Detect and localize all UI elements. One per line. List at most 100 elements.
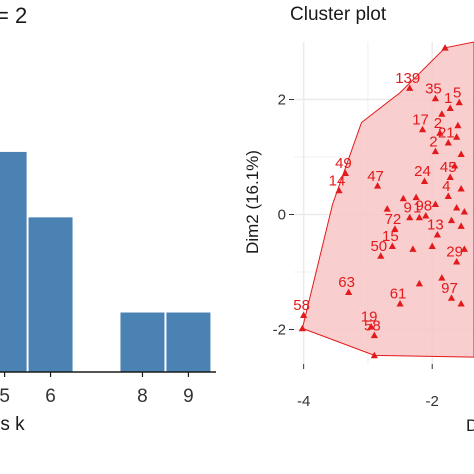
- bar-tick-label: 5: [0, 386, 10, 407]
- bar-6: [28, 217, 73, 372]
- cluster-point-marker: [415, 279, 423, 287]
- cluster-point-label: 9: [404, 199, 412, 216]
- cluster-point-marker: [298, 324, 306, 332]
- cluster-point-marker: [428, 242, 436, 250]
- cluster-point-marker: [396, 300, 404, 307]
- cluster-point-marker: [444, 139, 452, 146]
- cluster-point-marker: [345, 288, 353, 296]
- cluster-point-marker: [457, 150, 465, 158]
- cluster-y-ticks: 2 0 -2: [273, 92, 294, 339]
- cluster-point-marker: [377, 252, 385, 259]
- cluster-point-marker: [446, 173, 454, 181]
- bar-chart-panel: = 2 5 6 8 9 rs k: [0, 3, 216, 435]
- cluster-point-marker: [370, 331, 378, 339]
- cluster-plot-title: Cluster plot: [290, 4, 387, 25]
- cluster-point-label: 17: [412, 111, 429, 128]
- cluster-point-label: 4: [442, 178, 450, 195]
- cluster-point-label: 19: [361, 309, 378, 326]
- cluster-point-marker: [383, 205, 391, 212]
- cluster-point-marker: [460, 208, 468, 215]
- cluster-point-marker: [441, 44, 449, 51]
- bar-tick-label: 9: [183, 386, 194, 407]
- cluster-point-label: 139: [395, 70, 420, 87]
- cluster-point-marker: [436, 129, 444, 136]
- cluster-point-marker: [447, 216, 456, 224]
- cluster-point-label: 14: [329, 172, 346, 189]
- cluster-point-marker: [391, 225, 399, 232]
- cluster-point-label: 50: [370, 238, 387, 255]
- cluster-point-label: 45: [440, 159, 457, 176]
- cluster-point-label: 21: [438, 125, 455, 142]
- bar-x-ticks: 5 6 8 9: [0, 372, 194, 407]
- cluster-point-label: 72: [385, 211, 402, 228]
- x-tick-label: -4: [297, 393, 310, 410]
- x-tick-label: -2: [426, 393, 439, 410]
- cluster-point-label: 29: [446, 244, 463, 261]
- bar-tick-label: 6: [45, 386, 56, 407]
- cluster-point-marker: [438, 274, 446, 281]
- bar-9: [166, 312, 211, 372]
- cluster-point-marker: [422, 212, 430, 219]
- bar-x-axis-label: rs k: [0, 414, 25, 435]
- cluster-points: [298, 44, 468, 359]
- cluster-point-label: 61: [390, 286, 407, 303]
- cluster-point-marker: [412, 193, 420, 201]
- cluster-point-label: 58: [364, 317, 381, 334]
- cluster-point-marker: [438, 110, 446, 117]
- cluster-point-label: 13: [427, 217, 444, 234]
- cluster-point-marker: [454, 121, 462, 129]
- cluster-point-label: 97: [441, 280, 458, 297]
- bar-8: [120, 312, 165, 372]
- cluster-point-marker: [420, 177, 429, 185]
- cluster-x-axis-label: D: [466, 416, 474, 435]
- cluster-point-marker: [460, 245, 468, 252]
- cluster-point-marker: [367, 323, 375, 330]
- bar-tick-label: 8: [137, 386, 148, 407]
- cluster-point-marker: [455, 98, 463, 106]
- cluster-point-label: 15: [382, 228, 399, 245]
- cluster-point-marker: [388, 242, 396, 250]
- cluster-point-label: 98: [415, 198, 432, 215]
- y-tick-label: -2: [273, 322, 286, 339]
- cluster-point-marker: [300, 311, 308, 319]
- cluster-point-label: 2: [434, 115, 442, 132]
- cluster-point-marker: [453, 204, 461, 211]
- cluster-point-marker: [433, 231, 441, 238]
- cluster-point-label: 24: [414, 163, 431, 180]
- cluster-point-label: 47: [367, 168, 384, 185]
- cluster-point-marker: [406, 84, 414, 91]
- cluster-point-marker: [457, 185, 465, 192]
- cluster-point-label: 63: [338, 274, 355, 291]
- cluster-point-marker: [447, 294, 456, 301]
- cluster-point-marker: [431, 94, 440, 102]
- cluster-point-label: 5: [453, 84, 461, 101]
- cluster-point-marker: [446, 104, 454, 112]
- bar-series: [0, 151, 211, 372]
- cluster-point-marker: [406, 213, 414, 221]
- cluster-point-label: 1: [444, 90, 452, 107]
- y-tick-label: 0: [278, 207, 286, 224]
- cluster-point-marker: [457, 222, 465, 229]
- cluster-point-marker: [399, 194, 407, 202]
- cluster-point-marker: [373, 182, 382, 189]
- cluster-point-label: 2: [429, 133, 437, 150]
- cluster-point-marker: [453, 133, 461, 140]
- cluster-point-marker: [431, 200, 440, 208]
- cluster-point-marker: [370, 351, 378, 359]
- cluster-point-marker: [451, 162, 459, 169]
- cluster-x-ticks: -4 -2: [297, 364, 439, 410]
- cluster-point-label: 58: [293, 297, 310, 314]
- cluster-point-marker: [409, 245, 417, 252]
- cluster-point-label: 35: [425, 80, 442, 97]
- bar-chart-title: = 2: [0, 3, 27, 28]
- cluster-y-axis-label: Dim2 (16.1%): [243, 150, 262, 254]
- cluster-point-marker: [415, 213, 423, 221]
- cluster-point-marker: [341, 169, 350, 176]
- cluster-point-label: 1: [413, 199, 421, 216]
- cluster-point-label: 49: [335, 155, 352, 172]
- cluster-point-marker: [335, 186, 343, 194]
- cluster-point-marker: [418, 125, 427, 133]
